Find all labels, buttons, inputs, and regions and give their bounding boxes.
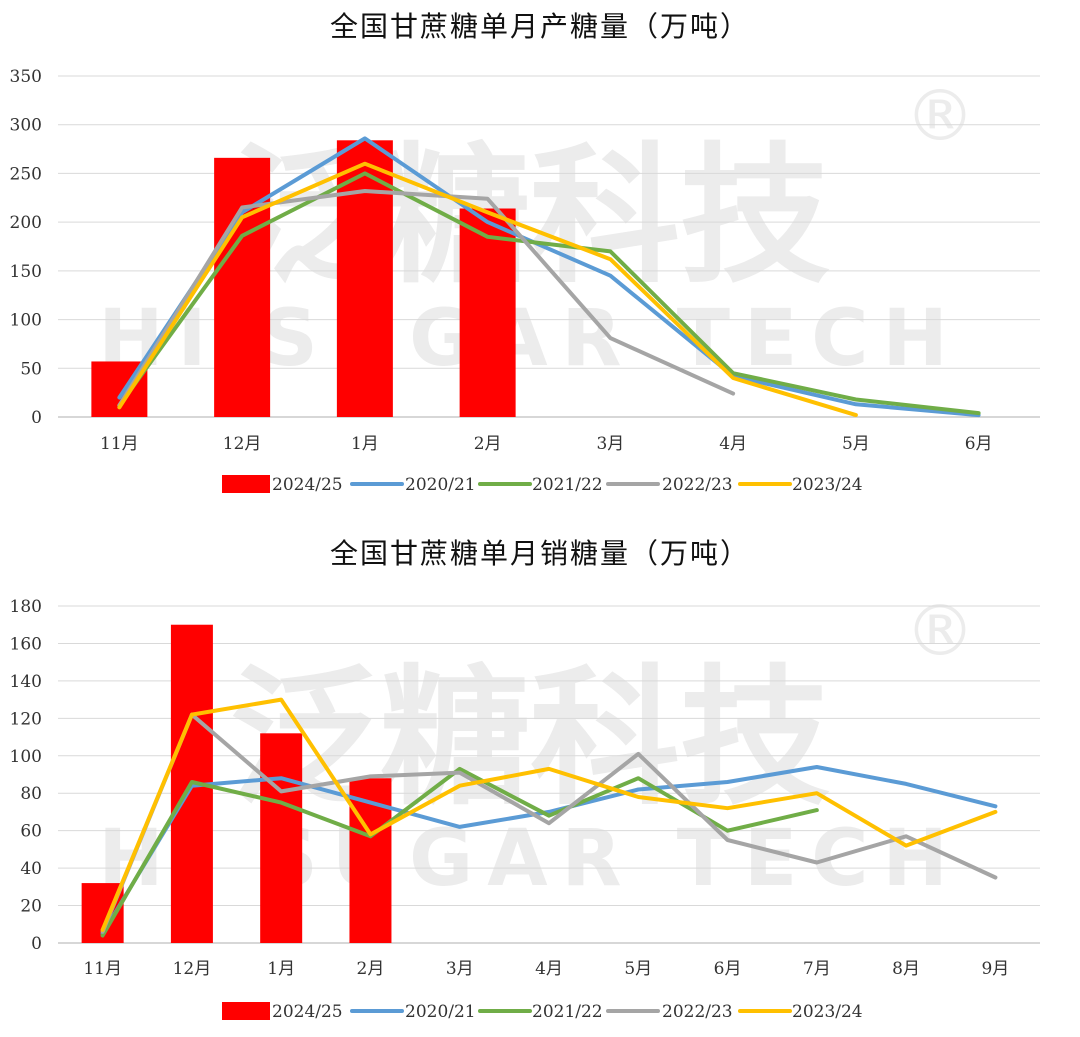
y-tick-label: 60 bbox=[20, 822, 42, 842]
y-tick-label: 160 bbox=[10, 634, 42, 654]
series-lines bbox=[117, 136, 981, 418]
bar-2024/25 bbox=[260, 733, 303, 943]
x-tick-label: 1月 bbox=[351, 434, 379, 454]
x-tick-label: 1月 bbox=[267, 959, 295, 979]
x-tick-label: 4月 bbox=[535, 959, 563, 979]
legend: 2024/25 2020/21 2021/22 2022/23 2023/24 bbox=[222, 1002, 863, 1022]
y-tick-label: 20 bbox=[20, 897, 42, 917]
x-tick-label: 12月 bbox=[223, 434, 262, 454]
y-tick-label: 100 bbox=[10, 747, 42, 767]
series-line-2020/21 bbox=[100, 765, 998, 936]
series-line-2023/24 bbox=[100, 697, 998, 932]
x-tick-label: 5月 bbox=[842, 434, 870, 454]
chart-title: 全国甘蔗糖单月销糖量（万吨） bbox=[330, 537, 750, 570]
legend-label: 2022/23 bbox=[662, 1002, 733, 1022]
x-tick-label: 9月 bbox=[981, 959, 1009, 979]
y-tick-label: 0 bbox=[31, 934, 42, 954]
series-line-2021/22 bbox=[117, 171, 981, 416]
legend-label: 2020/21 bbox=[405, 1002, 476, 1022]
x-tick-label: 6月 bbox=[714, 959, 742, 979]
series-line-2022/23 bbox=[100, 712, 998, 934]
x-tick-label: 11月 bbox=[83, 959, 122, 979]
legend-swatch-2024/25 bbox=[222, 1002, 270, 1020]
watermark-registered-mark: ® bbox=[905, 590, 975, 672]
y-tick-label: 180 bbox=[10, 597, 42, 617]
legend-label: 2023/24 bbox=[792, 475, 863, 495]
production-chart: 泛糖科技 HI SUGAR TECH ® 全国甘蔗糖单月产糖量（万吨） 0501… bbox=[10, 10, 1040, 495]
watermark-cn: 泛糖科技 bbox=[230, 130, 830, 304]
legend-label: 2023/24 bbox=[792, 1002, 863, 1022]
y-tick-label: 200 bbox=[10, 213, 42, 233]
y-tick-label: 50 bbox=[20, 359, 42, 379]
x-tick-label: 4月 bbox=[719, 434, 747, 454]
bar-2024/25 bbox=[214, 157, 271, 417]
legend-label: 2021/22 bbox=[532, 475, 603, 495]
x-tick-label: 2月 bbox=[357, 959, 385, 979]
watermark-registered-mark: ® bbox=[905, 75, 975, 157]
series-lines bbox=[100, 697, 998, 938]
x-tick-label: 5月 bbox=[624, 959, 652, 979]
x-tick-label: 3月 bbox=[446, 959, 474, 979]
legend-label: 2024/25 bbox=[272, 1002, 343, 1022]
bars bbox=[91, 140, 516, 417]
x-tick-label: 2月 bbox=[474, 434, 502, 454]
legend-swatch-2024/25 bbox=[222, 475, 270, 493]
series-line-2022/23 bbox=[117, 189, 736, 408]
watermark-cn: 泛糖科技 bbox=[230, 652, 830, 826]
y-tick-label: 120 bbox=[10, 709, 42, 729]
bar-2024/25 bbox=[336, 140, 393, 417]
chart-title: 全国甘蔗糖单月产糖量（万吨） bbox=[330, 10, 750, 43]
x-tick-label: 8月 bbox=[892, 959, 920, 979]
legend-label: 2021/22 bbox=[532, 1002, 603, 1022]
x-axis-ticks: 11月 12月 1月 2月 3月 4月 5月 6月 bbox=[100, 434, 992, 454]
x-tick-label: 7月 bbox=[803, 959, 831, 979]
legend: 2024/25 2020/21 2021/22 2022/23 2023/24 bbox=[222, 475, 863, 495]
legend-label: 2020/21 bbox=[405, 475, 476, 495]
y-tick-label: 250 bbox=[10, 164, 42, 184]
x-tick-label: 11月 bbox=[100, 434, 139, 454]
y-tick-label: 80 bbox=[20, 784, 42, 804]
sales-chart: 泛糖科技 HI SUGAR TECH ® 全国甘蔗糖单月销糖量（万吨） 0204… bbox=[10, 537, 1040, 1022]
legend-label: 2022/23 bbox=[662, 475, 733, 495]
y-tick-label: 0 bbox=[31, 408, 42, 428]
gridlines bbox=[58, 605, 1040, 944]
series-line-2023/24 bbox=[117, 161, 858, 418]
x-tick-label: 6月 bbox=[965, 434, 993, 454]
y-axis-ticks: 0 50 100 150 200 250 300 350 bbox=[10, 67, 42, 428]
y-tick-label: 140 bbox=[10, 672, 42, 692]
x-tick-label: 12月 bbox=[173, 959, 212, 979]
y-tick-label: 150 bbox=[10, 262, 42, 282]
y-tick-label: 40 bbox=[20, 859, 42, 879]
y-tick-label: 350 bbox=[10, 67, 42, 87]
x-axis-ticks: 11月 12月 1月 2月 3月 4月 5月 6月 7月 8月 9月 bbox=[83, 959, 1009, 979]
y-axis-ticks: 0 20 40 60 80 100 120 140 160 180 bbox=[10, 597, 42, 954]
series-line-2020/21 bbox=[117, 136, 981, 418]
legend-label: 2024/25 bbox=[272, 475, 343, 495]
bar-2024/25 bbox=[459, 208, 516, 417]
x-tick-label: 3月 bbox=[596, 434, 624, 454]
y-tick-label: 300 bbox=[10, 116, 42, 136]
y-tick-label: 100 bbox=[10, 311, 42, 331]
